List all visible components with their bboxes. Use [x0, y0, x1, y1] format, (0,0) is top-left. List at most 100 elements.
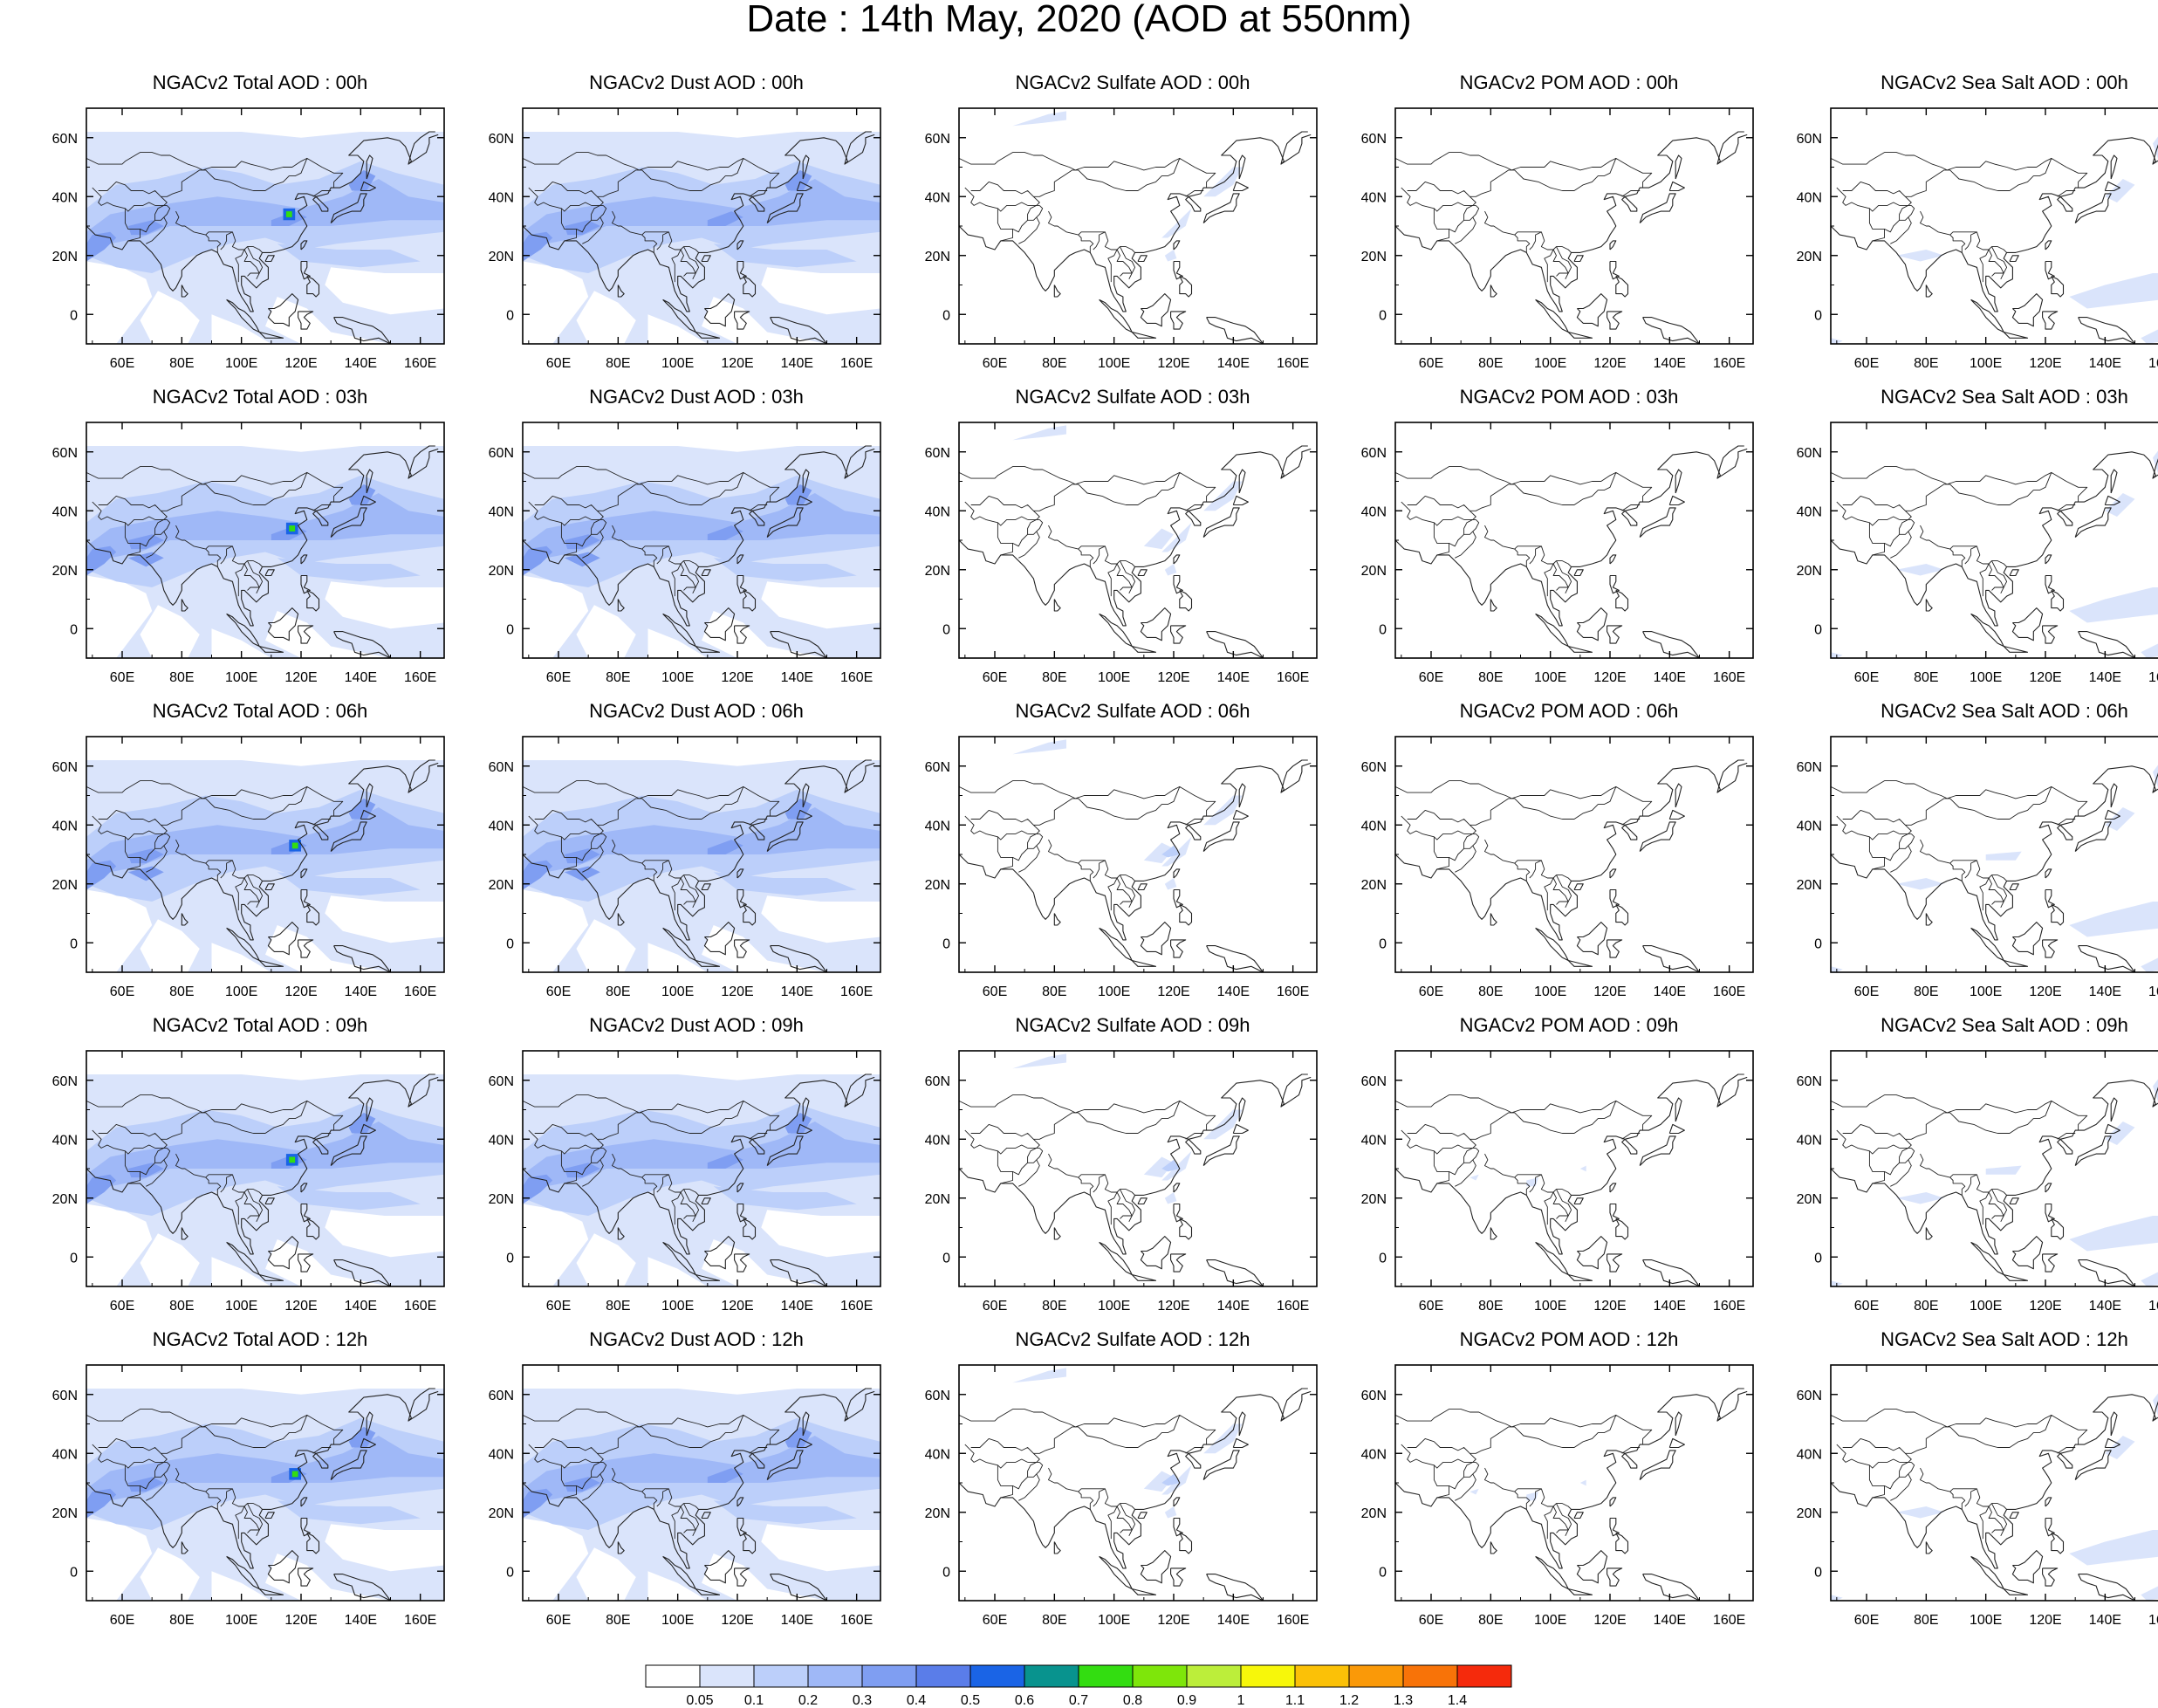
x-tick-label: 160E: [840, 356, 873, 371]
panel-title: NGACv2 POM AOD : 09h: [1459, 1014, 1679, 1036]
y-tick-label: 40N: [1797, 1133, 1822, 1148]
coastlines: [523, 1388, 875, 1601]
map-plot: 60E 80E 100E 120E 140E 160E 60N 40N 20N 0: [1797, 1364, 2158, 1628]
colorbar-swatch: [753, 1664, 809, 1688]
colorbar-label: 0.05: [686, 1693, 713, 1706]
y-tick-label: 40N: [1797, 504, 1822, 519]
map-plot: 60E 80E 100E 120E 140E 160E 60N 40N 20N 0: [1797, 1050, 2158, 1314]
panel-title: NGACv2 Total AOD : 12h: [152, 1328, 368, 1350]
x-tick-label: 120E: [2029, 984, 2061, 999]
aod-shading: [959, 111, 1312, 344]
map-plot: 60E 80E 100E 120E 140E 160E 60N 40N 20N 0: [1361, 1050, 1754, 1314]
aod-shading: [1395, 1074, 1748, 1286]
map-panel-dust-0: NGACv2 Dust AOD : 00h 60E 80E 100E 120E 140E 1…: [478, 73, 915, 388]
x-tick-label: 120E: [284, 670, 317, 685]
map-plot: 60E 80E 100E 120E 140E 160E 60N 40N 20N 0: [52, 422, 445, 685]
panel-title: NGACv2 Dust AOD : 12h: [589, 1328, 804, 1350]
x-tick-label: 160E: [1277, 1613, 1309, 1628]
aod-shading: [523, 108, 880, 344]
y-tick-label: 20N: [1361, 1506, 1387, 1521]
x-tick-label: 160E: [1713, 1299, 1745, 1314]
y-tick-label: 40N: [489, 1133, 514, 1148]
x-tick-label: 60E: [110, 356, 134, 371]
x-tick-label: 100E: [225, 984, 257, 999]
x-tick-label: 160E: [2148, 1613, 2158, 1628]
aod-shading: [523, 422, 880, 658]
y-tick-label: 0: [942, 1565, 950, 1580]
aod-shading: [523, 1365, 880, 1601]
map-plot: 60E 80E 100E 120E 140E 160E 60N 40N 20N 0: [52, 107, 445, 371]
figure-title: Date : 14th May, 2020 (AOD at 550nm): [746, 0, 1412, 40]
x-tick-label: 60E: [110, 1299, 134, 1314]
x-tick-label: 80E: [169, 1613, 194, 1628]
x-tick-label: 140E: [2089, 356, 2121, 371]
x-tick-label: 100E: [1098, 356, 1130, 371]
colorbar-swatch: [1078, 1664, 1134, 1688]
y-tick-label: 60N: [489, 760, 514, 775]
aod-shading: [959, 1368, 1312, 1601]
panel-title: NGACv2 POM AOD : 00h: [1459, 72, 1679, 93]
y-tick-label: 0: [70, 622, 78, 637]
x-tick-label: 160E: [1277, 984, 1309, 999]
y-tick-label: 20N: [489, 564, 514, 579]
y-tick-label: 20N: [1361, 878, 1387, 893]
map-panel-sulfate-3: NGACv2 Sulfate AOD : 09h 60E 80E 100E 120E 14…: [915, 1016, 1351, 1330]
x-tick-label: 80E: [169, 984, 194, 999]
x-tick-label: 160E: [840, 1613, 873, 1628]
x-tick-label: 160E: [1277, 670, 1309, 685]
x-tick-label: 160E: [1277, 356, 1309, 371]
aod-shading: [86, 108, 444, 344]
x-tick-label: 160E: [1713, 1613, 1745, 1628]
map-plot: 60E 80E 100E 120E 140E 160E 60N 40N 20N 0: [52, 1364, 445, 1628]
y-tick-label: 60N: [52, 132, 78, 147]
x-tick-label: 100E: [661, 356, 694, 371]
y-tick-label: 20N: [925, 878, 950, 893]
y-tick-label: 0: [70, 1565, 78, 1580]
panel-title: NGACv2 Sulfate AOD : 03h: [1015, 386, 1250, 408]
map-panel-pom-0: NGACv2 POM AOD : 00h 60E 80E 100E 120E 140E 16…: [1351, 73, 1787, 388]
x-tick-label: 140E: [2089, 1613, 2121, 1628]
y-tick-label: 0: [942, 936, 950, 951]
x-tick-label: 100E: [1534, 356, 1566, 371]
y-tick-label: 20N: [1797, 564, 1822, 579]
map-panel-seasalt-0: NGACv2 Sea Salt AOD : 00h 60E 80E 100E 120E 1…: [1786, 73, 2158, 388]
colorbar-label: 1.3: [1394, 1693, 1413, 1706]
y-tick-label: 0: [1379, 622, 1387, 637]
y-tick-label: 60N: [489, 1389, 514, 1403]
y-tick-label: 0: [70, 308, 78, 323]
map-plot: 60E 80E 100E 120E 140E 160E 60N 40N 20N 0: [925, 1364, 1318, 1628]
y-tick-label: 20N: [1361, 250, 1387, 264]
x-tick-label: 80E: [1478, 670, 1503, 685]
x-tick-label: 100E: [1970, 984, 2002, 999]
x-tick-label: 160E: [404, 984, 436, 999]
x-tick-label: 140E: [1654, 1613, 1686, 1628]
x-tick-label: 160E: [2148, 1299, 2158, 1314]
map-plot: 60E 80E 100E 120E 140E 160E 60N 40N 20N 0: [489, 1364, 881, 1628]
y-tick-label: 40N: [925, 819, 950, 833]
x-tick-label: 140E: [2089, 1299, 2121, 1314]
panel-title: NGACv2 Dust AOD : 00h: [589, 72, 804, 93]
x-tick-label: 80E: [1478, 984, 1503, 999]
map-plot: 60E 80E 100E 120E 140E 160E 60N 40N 20N 0: [1361, 1364, 1754, 1628]
x-tick-label: 100E: [661, 1613, 694, 1628]
x-tick-label: 160E: [840, 984, 873, 999]
y-tick-label: 20N: [52, 878, 78, 893]
panel-title: NGACv2 Dust AOD : 06h: [589, 700, 804, 722]
x-tick-label: 80E: [1914, 984, 1938, 999]
y-tick-label: 20N: [925, 1506, 950, 1521]
aod-shading: [1831, 450, 2158, 658]
aod-shading: [86, 1365, 444, 1601]
y-tick-label: 40N: [489, 504, 514, 519]
x-tick-label: 100E: [1970, 670, 2002, 685]
x-tick-label: 80E: [606, 1299, 630, 1314]
map-plot: 60E 80E 100E 120E 140E 160E 60N 40N 20N 0: [52, 736, 445, 999]
map-panel-seasalt-3: NGACv2 Sea Salt AOD : 09h 60E 80E 100E 120E 1…: [1786, 1016, 2158, 1330]
map-panel-sulfate-2: NGACv2 Sulfate AOD : 06h 60E 80E 100E 120E 14…: [915, 702, 1351, 1016]
colorbar-label: 0.8: [1123, 1693, 1142, 1706]
aod-shading: [1831, 1393, 2158, 1601]
aod-shading: [1395, 131, 1748, 344]
colorbar-label: 0.3: [853, 1693, 872, 1706]
y-tick-label: 60N: [1361, 446, 1387, 461]
x-tick-label: 100E: [225, 1613, 257, 1628]
